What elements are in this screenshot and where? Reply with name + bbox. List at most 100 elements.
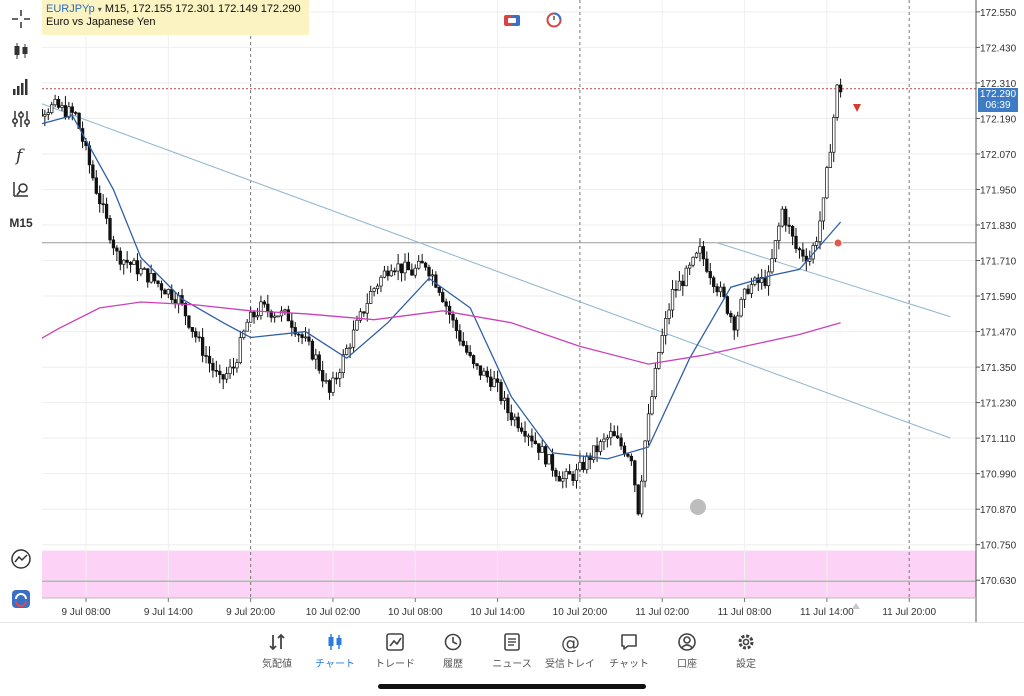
tab-account[interactable]: 口座 bbox=[658, 631, 716, 671]
candle-body bbox=[722, 286, 726, 297]
symbol-info[interactable]: EURJPYp ▾ M15, 172.155 172.301 172.149 1… bbox=[42, 0, 309, 35]
candle-body bbox=[293, 327, 297, 335]
candle-body bbox=[406, 261, 411, 271]
function-icon: f bbox=[14, 146, 25, 165]
chart-type-button[interactable] bbox=[6, 38, 36, 64]
candle-body bbox=[763, 276, 767, 287]
candle-body bbox=[262, 301, 267, 305]
candle-body bbox=[307, 336, 311, 342]
candle-body bbox=[434, 274, 438, 288]
candle-body bbox=[170, 289, 174, 300]
functions-button[interactable]: f bbox=[6, 142, 36, 168]
price-label: 171.950 bbox=[980, 185, 1017, 196]
candle-body bbox=[636, 484, 640, 515]
timeframe-button[interactable]: M15 bbox=[9, 216, 33, 230]
candle-body bbox=[543, 446, 548, 465]
candle-body bbox=[375, 285, 380, 290]
candle-body bbox=[46, 112, 50, 115]
candle-body bbox=[537, 443, 541, 453]
time-label: 9 Jul 14:00 bbox=[144, 607, 193, 618]
candle-body bbox=[149, 273, 153, 283]
candle-body bbox=[643, 440, 647, 482]
candle-body bbox=[338, 372, 342, 379]
tab-chat-label: チャット bbox=[609, 659, 649, 670]
candle-body bbox=[444, 301, 448, 307]
gray-circle-marker[interactable] bbox=[690, 499, 706, 515]
candle-body bbox=[777, 225, 781, 241]
price-label: 171.350 bbox=[980, 363, 1017, 374]
candle-body bbox=[725, 296, 730, 314]
candle-body bbox=[780, 208, 784, 227]
volume-button[interactable] bbox=[6, 74, 36, 100]
tab-settings[interactable]: 設定 bbox=[717, 631, 775, 671]
price-label: 172.070 bbox=[980, 150, 1017, 161]
candle-body bbox=[345, 348, 349, 355]
price-chart[interactable]: 172.550 172.430 172.310 172.190 172.070 171.9… bbox=[0, 0, 1024, 622]
candle-body bbox=[825, 167, 829, 199]
candle-body bbox=[183, 302, 188, 317]
tab-mailbox[interactable]: @ 受信トレイ bbox=[541, 631, 599, 671]
signal-clock-icon[interactable] bbox=[545, 12, 563, 28]
candle-body bbox=[571, 473, 575, 481]
candle-body bbox=[437, 286, 441, 293]
price-label: 171.230 bbox=[980, 399, 1017, 410]
candle-body bbox=[290, 320, 294, 328]
trade-marker-icon[interactable] bbox=[833, 238, 843, 248]
candle-body bbox=[386, 270, 390, 277]
candle-body bbox=[550, 454, 555, 471]
time-axis: 9 Jul 08:00 9 Jul 14:00 9 Jul 20:00 10 Jul … bbox=[62, 598, 937, 618]
time-label: 11 Jul 02:00 bbox=[635, 607, 689, 618]
candle-body bbox=[540, 446, 544, 453]
vertical-gridlines bbox=[85, 0, 910, 598]
candle-body bbox=[766, 271, 771, 287]
price-label: 172.190 bbox=[980, 114, 1017, 125]
tab-history[interactable]: 履歴 bbox=[424, 631, 482, 671]
candle-body bbox=[701, 246, 706, 260]
candle-body bbox=[173, 299, 177, 305]
tab-news[interactable]: ニュース bbox=[483, 631, 541, 671]
candle-body bbox=[739, 299, 743, 317]
indicators-button[interactable] bbox=[6, 106, 36, 132]
ohlc-line: M15, 172.155 172.301 172.149 172.290 bbox=[104, 3, 301, 15]
candle-body bbox=[286, 309, 291, 322]
tab-chat[interactable]: チャット bbox=[600, 631, 658, 671]
tab-history-label: 履歴 bbox=[443, 659, 463, 670]
app-logo-button[interactable] bbox=[6, 586, 36, 612]
trendlines[interactable] bbox=[17, 94, 951, 439]
candle-body bbox=[478, 365, 483, 376]
candle-body bbox=[492, 378, 496, 387]
candle-body bbox=[221, 374, 225, 380]
sell-arrow-icon[interactable] bbox=[853, 104, 861, 112]
quotes-icon bbox=[269, 633, 285, 651]
candle-body bbox=[814, 241, 819, 246]
candle-body bbox=[712, 277, 716, 287]
candle-body bbox=[248, 311, 253, 323]
candle-body bbox=[773, 240, 778, 259]
indicators-icon bbox=[12, 111, 30, 127]
candle-body bbox=[485, 370, 489, 378]
tab-trade[interactable]: トレード bbox=[366, 631, 424, 671]
candle-body bbox=[835, 84, 839, 118]
objects-icon bbox=[13, 182, 28, 197]
candle-body bbox=[63, 105, 68, 118]
candle-body bbox=[530, 435, 534, 442]
candle-body bbox=[252, 311, 256, 318]
price-label: 171.830 bbox=[980, 221, 1017, 232]
candle-body bbox=[94, 177, 98, 194]
time-label: 10 Jul 08:00 bbox=[388, 607, 443, 618]
trade-signals-button[interactable] bbox=[6, 546, 36, 572]
candle-body bbox=[358, 311, 363, 321]
one-click-trade-icon[interactable] bbox=[503, 12, 521, 28]
candle-body bbox=[163, 289, 167, 295]
objects-button[interactable] bbox=[6, 176, 36, 202]
time-label: 11 Jul 08:00 bbox=[718, 607, 772, 618]
candle-body bbox=[427, 266, 431, 277]
candle-body bbox=[334, 377, 339, 380]
tab-chart[interactable]: チャート bbox=[306, 631, 364, 671]
candle-body bbox=[585, 455, 589, 470]
settings-icon bbox=[738, 634, 754, 650]
account-icon bbox=[678, 633, 696, 651]
tab-quotes[interactable]: 気配値 bbox=[248, 631, 306, 671]
crosshair-button[interactable] bbox=[6, 6, 36, 32]
symbol-name[interactable]: EURJPYp bbox=[46, 3, 95, 15]
